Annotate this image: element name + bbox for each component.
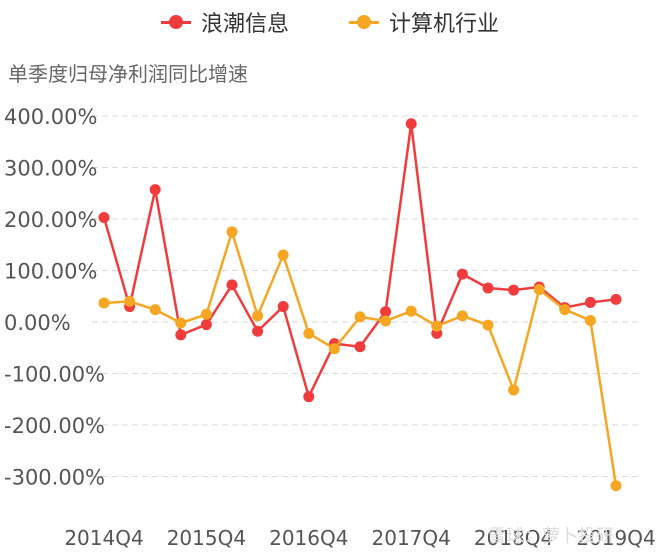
legend-item-series-1[interactable]: 浪潮信息 [160,6,289,38]
series-1-point [482,282,494,294]
x-tick-label: 2016Q4 [269,526,348,550]
series-2-point [380,315,392,327]
y-tick-label: 400.00% [4,105,97,129]
x-tick-label: 2014Q4 [64,526,143,550]
x-tick-label: 2015Q4 [167,526,246,550]
series-1-point [149,184,161,196]
y-tick-label: -100.00% [4,363,105,387]
series-1-point [252,325,264,337]
series-1-point [303,391,315,403]
x-tick-label: 2017Q4 [372,526,451,550]
series-1-point [277,301,289,313]
chart-title: 单季度归母净利润同比增速 [8,62,248,86]
series-2-point [149,304,161,316]
y-tick-label: 0.00% [4,311,71,335]
y-tick-label: 100.00% [4,260,97,284]
watermark: 雪球：萝卜投研 [488,526,614,547]
y-tick-label: 300.00% [4,157,97,181]
series-1-point [200,319,212,331]
legend-swatch-series-1 [160,12,191,32]
series-2-point [456,310,468,322]
series-1-point [508,284,520,296]
series-2-point [124,295,136,307]
series-1-point [98,211,110,223]
series-1-point [175,329,187,341]
y-tick-label: -300.00% [4,466,105,490]
series-1-point [354,341,366,353]
series-1-point [226,279,238,291]
legend-label-series-2: 计算机行业 [389,12,500,37]
y-tick-label: -200.00% [4,414,105,438]
series-2-point [584,314,596,326]
series-2-point [354,311,366,323]
chart-legend: 浪潮信息 计算机行业 [0,6,660,38]
y-tick-label: 200.00% [4,208,97,232]
series-2-point [175,317,187,329]
series-2-point [508,384,520,396]
series-line-2 [103,230,618,486]
series-line-1 [102,122,617,398]
series-2-point [610,480,622,492]
series-2-point [328,343,340,355]
series-2-point [200,308,212,320]
series-1-point [380,306,392,318]
series-2-point [431,320,443,332]
series-1-point [456,268,468,280]
series-2-point [277,249,289,261]
series-2-point [482,319,494,331]
x-tick-label: 2019Q4 [576,526,655,550]
series-2-point [405,305,417,317]
x-tick-label: 2018Q4 [474,526,553,550]
series-1-point [584,296,596,308]
series-2-point [303,327,315,339]
series-2-point [559,304,571,316]
legend-label-series-1: 浪潮信息 [200,12,289,37]
series-1-point [610,293,622,305]
series-2-point [98,297,110,309]
series-2-point [226,226,238,238]
legend-item-series-2[interactable]: 计算机行业 [349,6,499,38]
series-2-point [252,310,264,322]
legend-swatch-series-2 [349,12,379,32]
series-2-point [533,284,545,296]
series-1-point [405,118,417,130]
